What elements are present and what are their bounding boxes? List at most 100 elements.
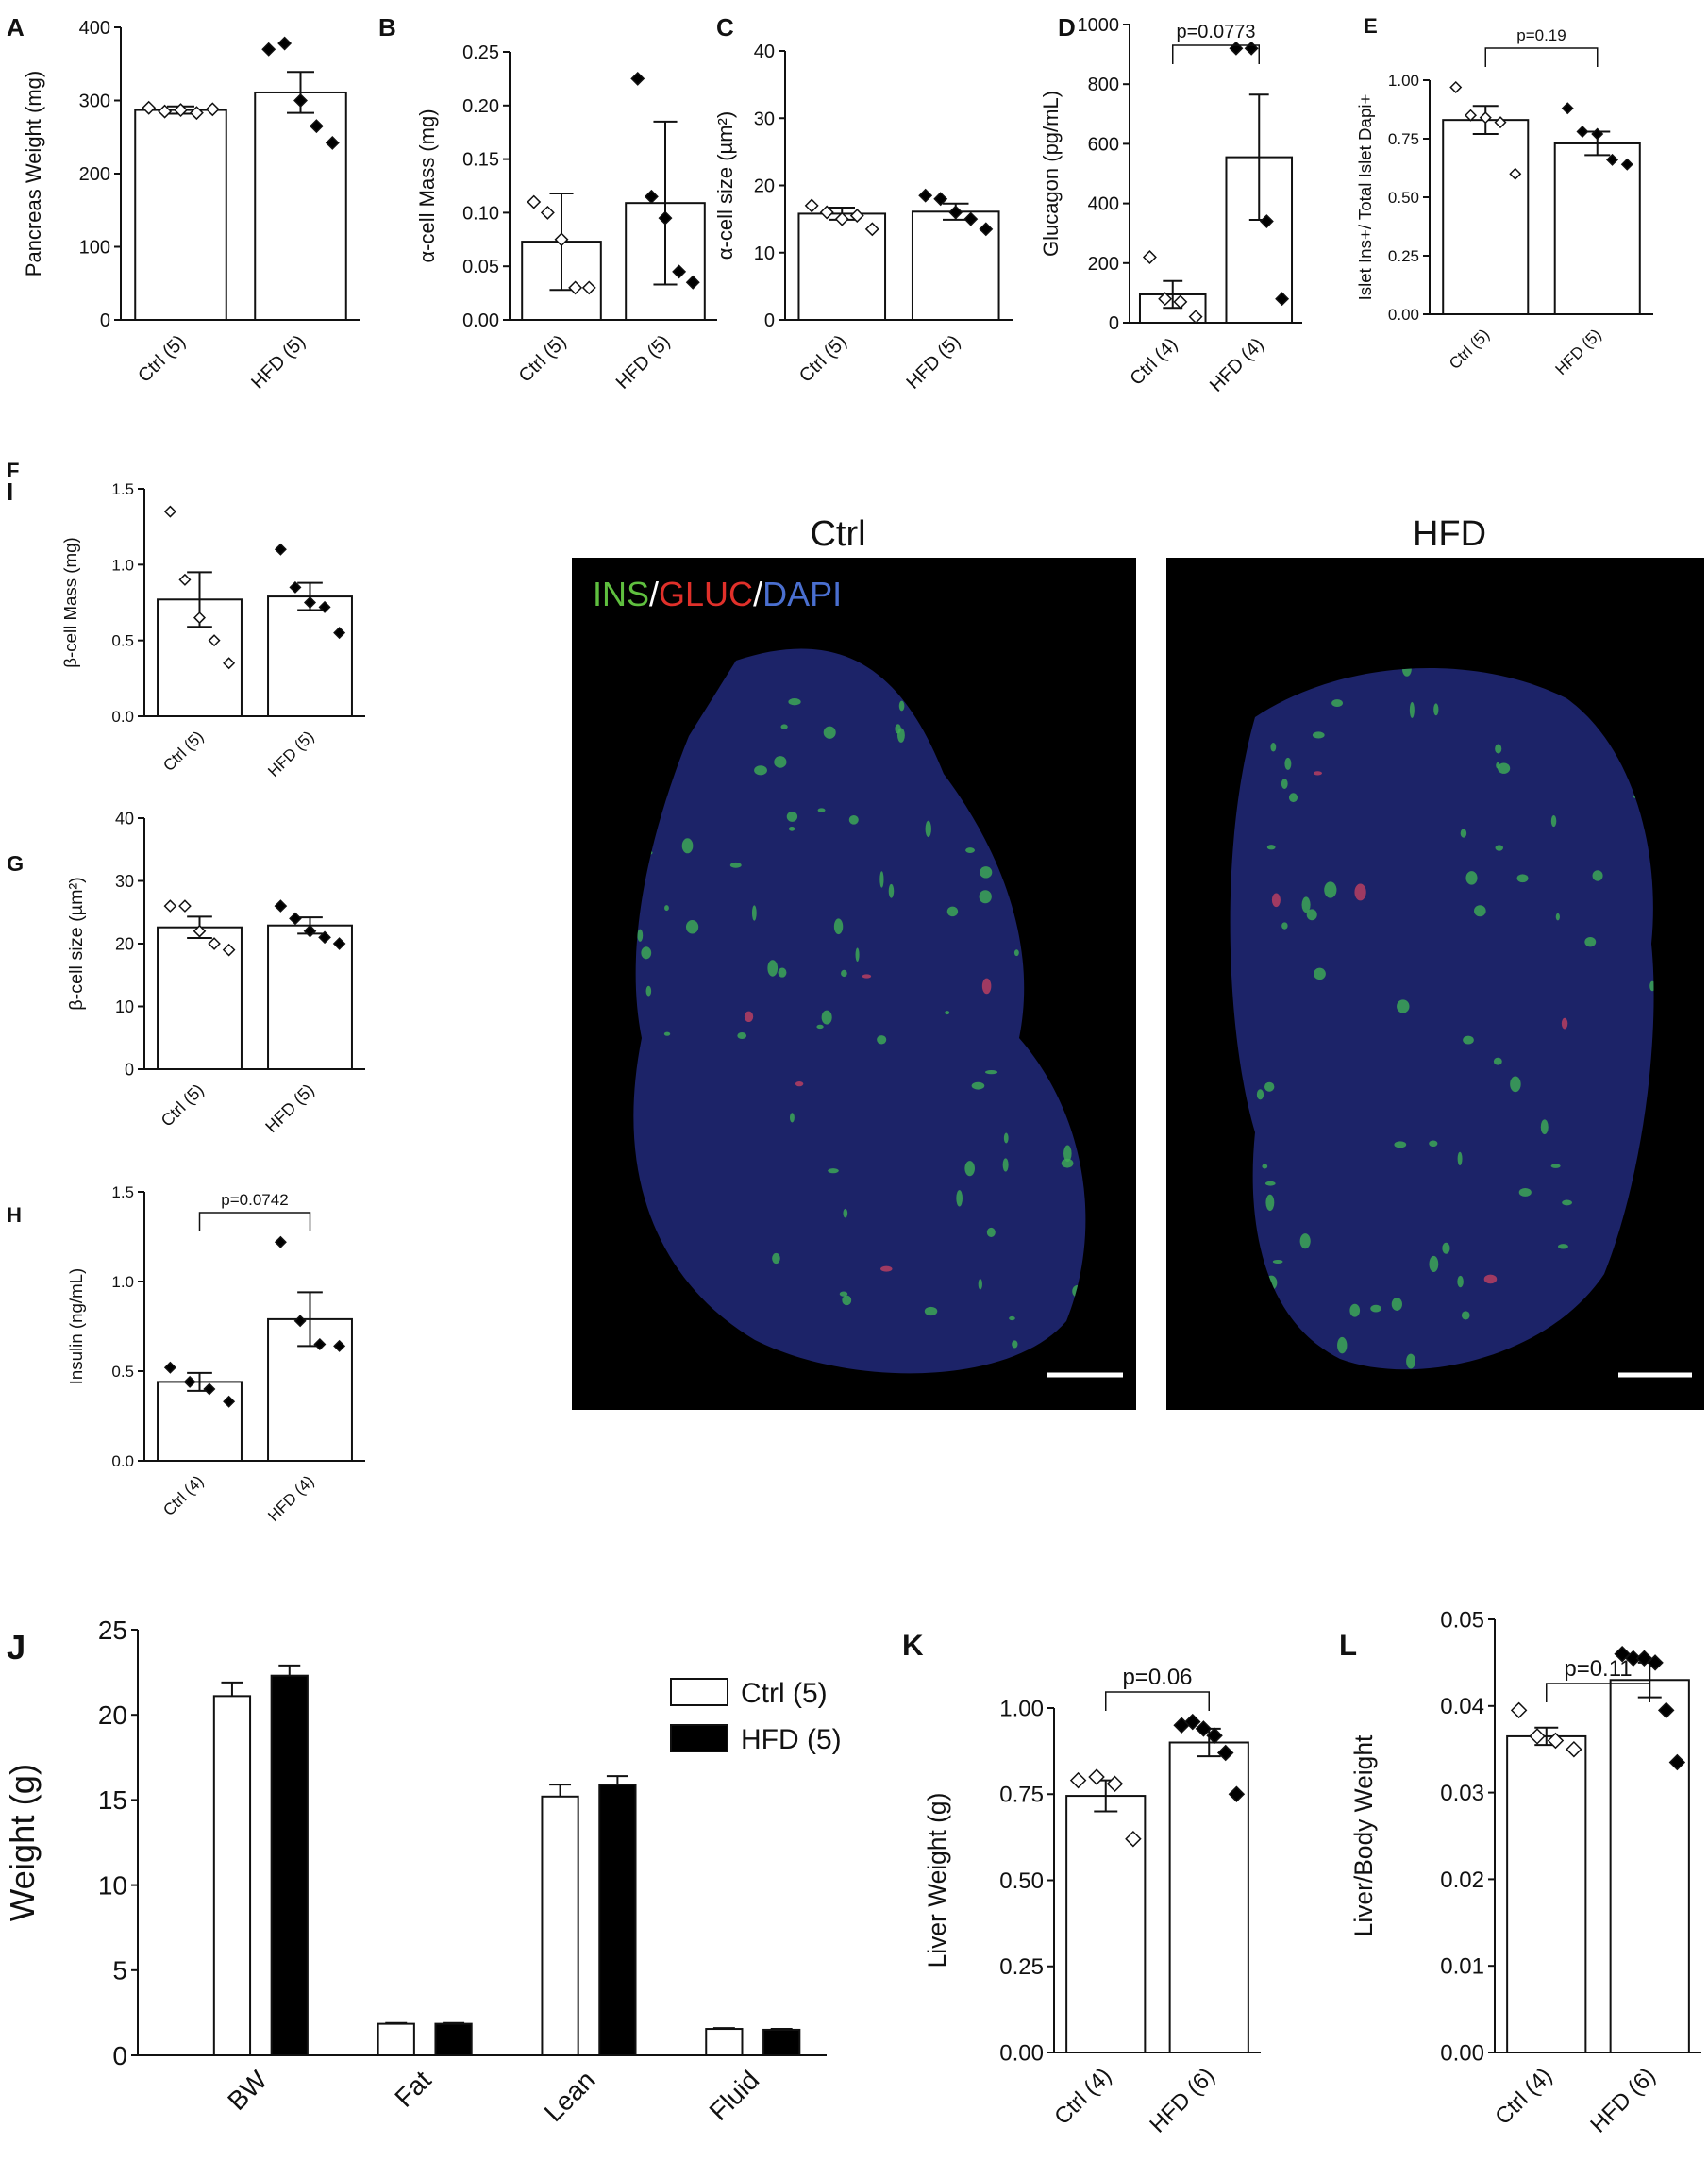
- significance-bracket: [1105, 1691, 1210, 1711]
- significance-bracket: [198, 1212, 311, 1231]
- p-value: p=0.11: [1564, 1656, 1632, 1682]
- islet: [924, 1306, 938, 1316]
- p-value: p=0.06: [1122, 1665, 1192, 1690]
- legend-swatch: [670, 1724, 728, 1752]
- islet: [751, 905, 757, 921]
- data-point: [1142, 250, 1157, 264]
- islet: [1306, 909, 1317, 921]
- p-value: p=0.0742: [221, 1191, 288, 1209]
- islet: [1324, 881, 1337, 898]
- panel-letter: H: [7, 1203, 22, 1227]
- y-tick-label: 0.5: [111, 632, 134, 650]
- bar: [267, 924, 353, 1071]
- x-tick-label: Ctrl (5): [159, 728, 207, 775]
- islet: [664, 905, 669, 912]
- x-tick-label: Ctrl (4): [1490, 2063, 1557, 2130]
- data-point: [174, 103, 188, 118]
- panel-letter: K: [902, 1629, 924, 1662]
- data-point: [203, 1382, 216, 1396]
- y-tick-label: 0.25: [462, 42, 499, 63]
- x-tick-label: HFD (4): [264, 1472, 317, 1525]
- islet: [1370, 1304, 1381, 1313]
- islet: [821, 1010, 832, 1025]
- y-tick-label: 600: [1088, 134, 1119, 155]
- islet: [855, 947, 860, 963]
- y-tick-label: 1000: [1078, 15, 1120, 36]
- data-point: [918, 188, 933, 203]
- islet: [1457, 1151, 1463, 1165]
- data-point: [277, 36, 293, 51]
- x-tick-label: Ctrl (5): [158, 1080, 208, 1131]
- x-tick-label: HFD (5): [261, 1080, 317, 1136]
- y-tick-label: 1.00: [999, 1696, 1044, 1721]
- panel-letter: B: [378, 13, 396, 42]
- islet: [1465, 871, 1478, 885]
- data-point: [1275, 292, 1290, 307]
- islet: [1061, 1158, 1074, 1168]
- data-point: [1464, 109, 1477, 122]
- data-point: [1088, 1768, 1105, 1785]
- bar: [541, 1795, 579, 2056]
- islet: [1394, 1141, 1407, 1148]
- y-tick-label: 0.0: [111, 708, 134, 726]
- data-point: [1510, 1701, 1528, 1719]
- islet: [877, 1035, 887, 1045]
- data-point: [222, 943, 236, 957]
- data-point: [193, 924, 207, 938]
- data-point: [1494, 116, 1507, 129]
- data-point: [1561, 102, 1574, 115]
- data-point: [274, 899, 288, 913]
- islet: [879, 871, 884, 888]
- bar: [1609, 1679, 1690, 2053]
- significance-bracket: [1172, 44, 1260, 64]
- x-tick-label: HFD (5): [612, 331, 675, 394]
- stain-label: /: [753, 575, 762, 613]
- islet: [1496, 762, 1500, 769]
- data-point: [568, 280, 583, 295]
- islet: [862, 974, 872, 979]
- data-point: [293, 1315, 307, 1328]
- bar: [762, 2028, 801, 2056]
- y-tick-label: 0: [112, 2041, 127, 2070]
- islet: [1510, 1076, 1521, 1093]
- islet: [1265, 1194, 1275, 1212]
- data-point: [1125, 1830, 1142, 1848]
- data-point: [1244, 41, 1259, 56]
- islet: [964, 1161, 975, 1177]
- data-point: [1188, 310, 1203, 325]
- y-tick-label: 0.75: [999, 1783, 1044, 1808]
- islet: [780, 724, 788, 729]
- y-tick-label: 200: [79, 164, 110, 185]
- y-axis-label: Glucagon (pg/mL): [1039, 91, 1063, 257]
- bar: [377, 2022, 415, 2056]
- islet: [778, 967, 787, 978]
- data-point: [1479, 111, 1492, 125]
- error-bar: [653, 120, 678, 286]
- islet: [1349, 1303, 1361, 1317]
- data-point: [193, 611, 207, 625]
- x-tick-label: HFD (4): [1206, 334, 1268, 396]
- data-point: [658, 210, 673, 226]
- data-point: [849, 209, 864, 224]
- x-tick-label: HFD (5): [264, 728, 317, 780]
- islet: [978, 1279, 982, 1290]
- islet: [896, 728, 905, 743]
- data-point: [208, 634, 221, 647]
- data-point: [1158, 292, 1173, 307]
- islet: [956, 1190, 963, 1207]
- y-axis-label: Insulin (ng/mL): [66, 1268, 86, 1385]
- y-tick-label: 0.05: [462, 257, 499, 277]
- x-tick-label: Ctrl (5): [134, 331, 190, 387]
- x-tick-label: HFD (6): [1145, 2063, 1219, 2137]
- data-point: [804, 198, 819, 213]
- islet: [774, 756, 787, 768]
- panel-letter: E: [1364, 14, 1378, 38]
- y-tick-label: 0.50: [1388, 189, 1419, 207]
- islet: [984, 1069, 998, 1075]
- significance-bracket: [1546, 1683, 1650, 1702]
- y-tick-label: 0.25: [999, 1954, 1044, 1980]
- significance-bracket: [1484, 47, 1599, 67]
- islet: [1288, 793, 1298, 803]
- y-tick-label: 25: [98, 1616, 127, 1645]
- data-point: [933, 192, 948, 207]
